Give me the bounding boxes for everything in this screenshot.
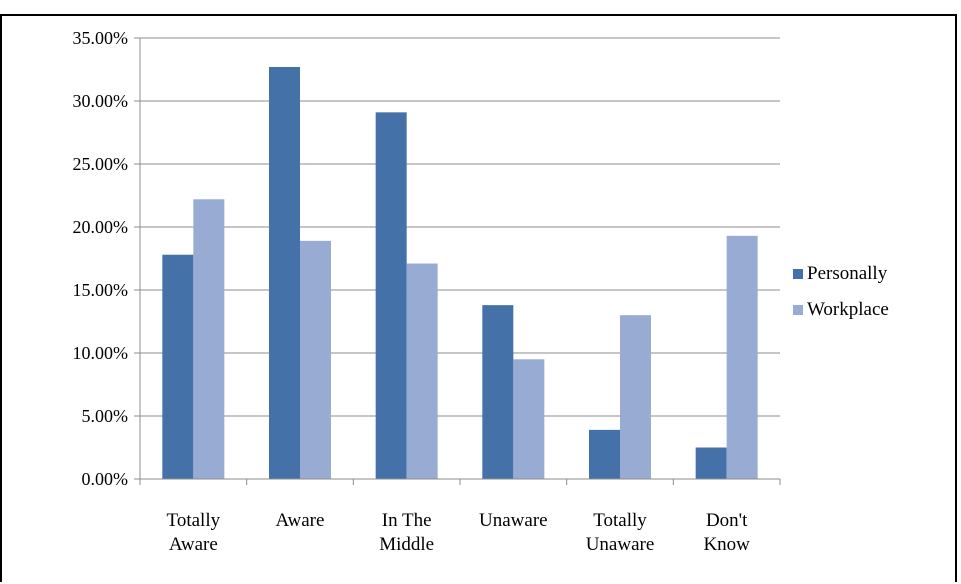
- bar-workplace: [300, 240, 331, 479]
- y-tick-label: 20.00%: [73, 217, 129, 237]
- x-category-label: Aware: [169, 534, 218, 555]
- chart-frame: [0, 14, 957, 582]
- y-tick-label: 30.00%: [73, 91, 129, 111]
- bar-workplace: [513, 359, 545, 479]
- bar-workplace: [406, 263, 438, 479]
- bar-workplace: [726, 235, 758, 479]
- legend-label-workplace: Workplace: [807, 299, 889, 320]
- legend-swatch-personally: [793, 269, 803, 279]
- x-category-label: Totally: [167, 510, 221, 531]
- bar-personally: [269, 66, 300, 479]
- legend-swatch-workplace: [793, 305, 803, 315]
- y-tick-labels: 0.00% 5.00% 10.00% 15.00% 20.00% 25.00% 30.00%…: [73, 28, 129, 489]
- x-category-label: In The: [382, 510, 432, 531]
- y-tick-label: 0.00%: [82, 469, 129, 489]
- x-category-label: Middle: [379, 534, 434, 555]
- x-category-label: Unaware: [586, 534, 655, 555]
- bar-personally: [162, 254, 194, 479]
- y-tick-label: 35.00%: [73, 28, 129, 48]
- bar-personally: [695, 447, 727, 479]
- y-tick-label: 5.00%: [82, 406, 129, 426]
- x-category-label: Know: [703, 534, 750, 555]
- x-category-label: Totally: [593, 510, 647, 531]
- x-category-label: Aware: [276, 510, 325, 531]
- axes: [134, 37, 781, 485]
- bar-personally: [375, 112, 407, 479]
- x-category-label: Don't: [706, 510, 748, 531]
- y-tick-label: 25.00%: [73, 154, 129, 174]
- legend-label-personally: Personally: [807, 263, 888, 284]
- bar-workplace: [193, 199, 225, 479]
- bars: [162, 66, 758, 479]
- bar-workplace: [620, 315, 651, 479]
- y-tick-label: 10.00%: [73, 343, 129, 363]
- y-tick-label: 15.00%: [73, 280, 129, 300]
- gridlines: [140, 37, 780, 417]
- bar-personally: [482, 305, 514, 479]
- legend: Personally Workplace: [793, 263, 889, 320]
- x-category-labels: Totally Aware Aware In The Middle Unaware Tota…: [167, 510, 751, 555]
- bar-personally: [589, 429, 620, 479]
- x-category-label: Unaware: [479, 510, 548, 531]
